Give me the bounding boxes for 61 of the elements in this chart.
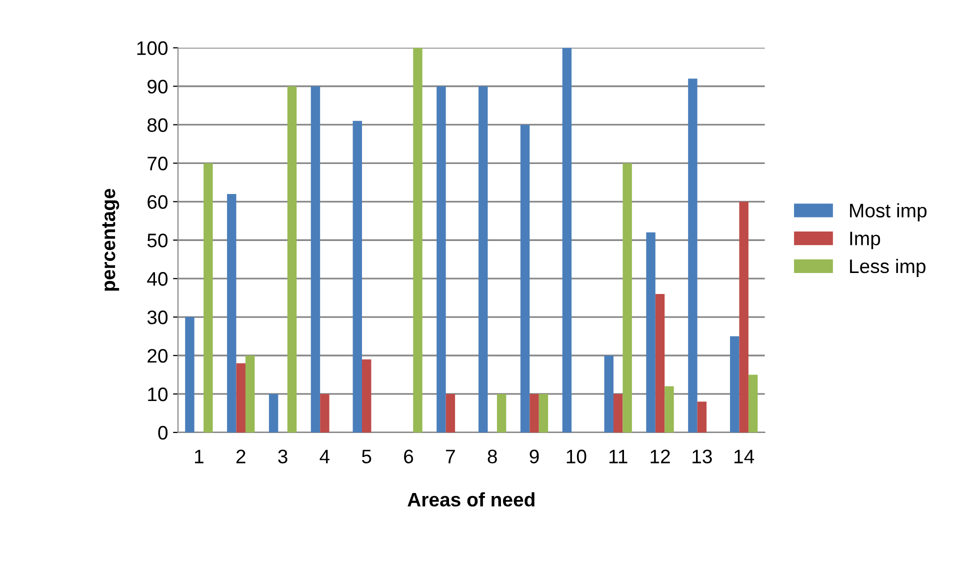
y-tick-label: 100	[137, 41, 168, 56]
bar	[622, 163, 632, 432]
bar	[352, 120, 362, 432]
bar	[287, 86, 297, 432]
bar	[268, 394, 278, 432]
bar	[310, 86, 320, 432]
x-tick-label: 7	[446, 450, 455, 464]
y-tick-label: 70	[148, 156, 168, 170]
y-tick-label: 30	[147, 310, 168, 324]
bar	[646, 232, 656, 432]
bar	[320, 394, 330, 432]
y-tick-label: 40	[147, 272, 168, 286]
bar	[245, 356, 255, 432]
y-tick-label: 10	[148, 387, 168, 402]
y-axis-title: percentage	[102, 188, 120, 291]
bar	[446, 394, 456, 432]
bar	[688, 78, 698, 432]
bar	[538, 394, 548, 432]
y-tick-label: 80	[147, 118, 168, 132]
x-tick-label: 3	[278, 450, 288, 464]
bar	[362, 359, 372, 432]
bar	[748, 374, 758, 432]
bar	[236, 363, 246, 432]
x-tick-label: 1	[195, 450, 204, 464]
x-tick-label: 5	[362, 450, 372, 464]
y-tick-label: 20	[148, 348, 168, 363]
x-axis-title: Areas of need	[408, 492, 534, 507]
bar	[436, 86, 446, 432]
legend-label: Most imp	[850, 203, 927, 222]
bar	[739, 202, 748, 432]
x-tick-label: 12	[650, 450, 670, 464]
bar	[613, 394, 623, 432]
y-tick-label: 0	[158, 426, 168, 440]
bar	[730, 336, 740, 432]
y-tick-label: 50	[147, 234, 168, 248]
bar	[530, 394, 539, 432]
bar	[697, 402, 707, 432]
bar	[520, 124, 530, 432]
bar	[562, 48, 572, 432]
bar	[185, 317, 194, 432]
bar	[478, 86, 488, 432]
x-tick-label: 2	[236, 450, 246, 464]
x-tick-label: 10	[566, 450, 586, 464]
x-tick-label: 4	[320, 450, 330, 464]
x-tick-label: 14	[734, 450, 754, 464]
legend-label: Imp	[850, 232, 880, 250]
x-tick-label: 9	[530, 450, 539, 464]
bar	[655, 294, 665, 432]
bar	[604, 356, 614, 432]
x-tick-label: 8	[488, 450, 497, 464]
legend-label: Less imp	[850, 258, 926, 278]
x-tick-label: 13	[692, 450, 712, 464]
bar	[664, 386, 674, 432]
bar	[496, 394, 506, 432]
bar	[204, 163, 213, 432]
bar	[413, 48, 422, 432]
y-tick-label: 60	[148, 195, 168, 209]
y-tick-label: 90	[148, 80, 168, 94]
x-tick-label: 11	[609, 450, 628, 464]
bar	[227, 194, 236, 432]
x-tick-label: 6	[404, 450, 414, 464]
